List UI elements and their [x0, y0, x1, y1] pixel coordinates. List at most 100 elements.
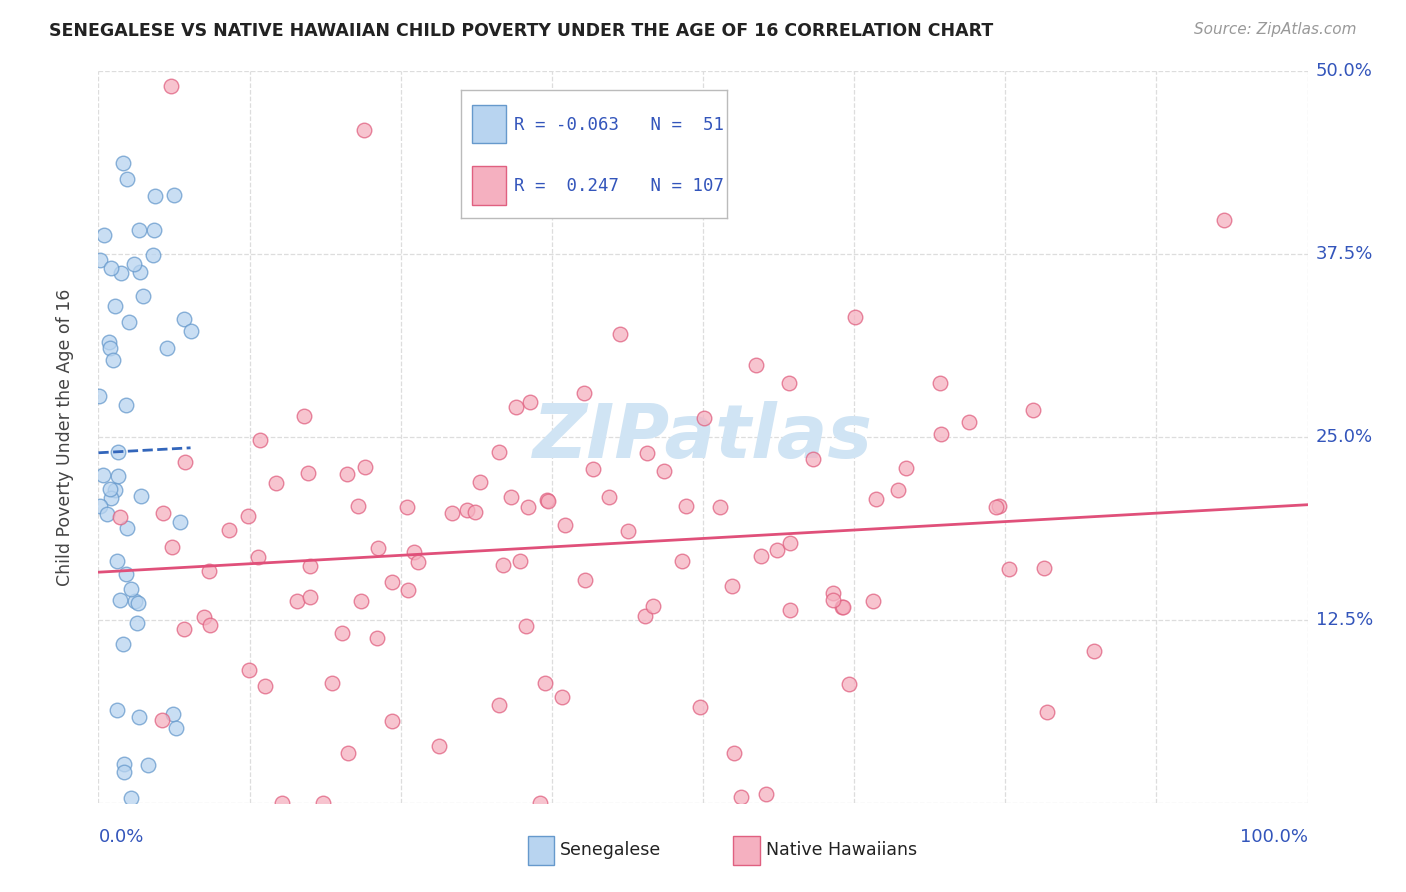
Point	[652, 464, 675, 478]
Point	[163, 187, 186, 202]
Point	[515, 618, 537, 632]
Point	[264, 475, 287, 490]
Point	[865, 492, 887, 507]
Point	[111, 156, 134, 170]
Point	[89, 253, 111, 268]
Point	[505, 400, 527, 414]
Point	[957, 415, 980, 429]
Point	[160, 78, 183, 93]
Point	[574, 573, 596, 587]
Point	[336, 746, 359, 760]
Point	[402, 545, 425, 559]
Point	[537, 493, 560, 508]
Point	[105, 554, 128, 568]
Point	[582, 462, 605, 476]
Text: Child Poverty Under the Age of 16: Child Poverty Under the Age of 16	[56, 288, 73, 586]
Point	[297, 466, 319, 480]
Point	[929, 426, 952, 441]
Point	[517, 500, 540, 514]
Point	[112, 756, 135, 771]
Point	[1036, 705, 1059, 719]
Point	[197, 564, 219, 578]
Point	[110, 510, 132, 524]
FancyBboxPatch shape	[527, 836, 554, 865]
Point	[270, 796, 292, 810]
Point	[107, 469, 129, 483]
Point	[779, 536, 801, 550]
Point	[91, 468, 114, 483]
Point	[128, 709, 150, 723]
Point	[831, 599, 853, 614]
Point	[115, 567, 138, 582]
Text: ZIPatlas: ZIPatlas	[533, 401, 873, 474]
Text: Senegalese: Senegalese	[561, 841, 662, 859]
Point	[986, 500, 1008, 515]
Point	[609, 326, 631, 341]
Point	[671, 554, 693, 568]
Point	[122, 256, 145, 270]
Point	[156, 341, 179, 355]
Point	[165, 721, 187, 735]
Point	[617, 524, 640, 539]
Text: Native Hawaiians: Native Hawaiians	[766, 841, 917, 859]
Point	[894, 461, 917, 475]
Point	[468, 475, 491, 489]
Point	[98, 341, 121, 355]
Point	[689, 700, 711, 714]
Point	[299, 558, 322, 573]
Point	[406, 555, 429, 569]
Point	[96, 507, 118, 521]
Point	[107, 702, 129, 716]
Point	[441, 507, 464, 521]
Point	[723, 747, 745, 761]
Point	[136, 758, 159, 772]
Point	[367, 541, 389, 556]
Point	[150, 714, 173, 728]
Text: SENEGALESE VS NATIVE HAWAIIAN CHILD POVERTY UNDER THE AGE OF 16 CORRELATION CHAR: SENEGALESE VS NATIVE HAWAIIAN CHILD POVE…	[49, 22, 994, 40]
Point	[162, 540, 184, 554]
Point	[779, 603, 801, 617]
Text: 50.0%: 50.0%	[1316, 62, 1372, 80]
Point	[129, 490, 152, 504]
Point	[299, 590, 322, 604]
Point	[218, 523, 240, 537]
Point	[128, 223, 150, 237]
Point	[104, 483, 127, 497]
Point	[929, 376, 952, 391]
Point	[488, 698, 510, 713]
Point	[988, 500, 1011, 514]
Point	[246, 550, 269, 565]
Point	[745, 358, 768, 372]
Point	[152, 506, 174, 520]
Point	[381, 574, 404, 589]
Point	[693, 411, 716, 425]
Point	[169, 515, 191, 529]
Point	[100, 260, 122, 275]
Point	[336, 467, 359, 481]
Point	[143, 189, 166, 203]
Point	[112, 765, 135, 780]
Point	[395, 500, 418, 515]
Point	[751, 549, 773, 563]
Point	[332, 626, 354, 640]
Point	[132, 289, 155, 303]
Point	[887, 483, 910, 497]
Point	[844, 310, 866, 324]
Point	[499, 491, 522, 505]
Point	[118, 315, 141, 329]
Point	[115, 398, 138, 412]
Text: 0.0%: 0.0%	[98, 828, 143, 846]
Text: Source: ZipAtlas.com: Source: ZipAtlas.com	[1194, 22, 1357, 37]
Point	[675, 499, 697, 513]
Point	[366, 632, 388, 646]
Point	[801, 452, 824, 467]
Point	[254, 679, 277, 693]
Point	[104, 299, 127, 313]
Point	[162, 707, 184, 722]
Point	[464, 505, 486, 519]
Text: 12.5%: 12.5%	[1316, 611, 1374, 629]
Point	[117, 520, 139, 534]
Point	[143, 223, 166, 237]
Point	[709, 500, 731, 514]
Point	[1212, 213, 1234, 227]
